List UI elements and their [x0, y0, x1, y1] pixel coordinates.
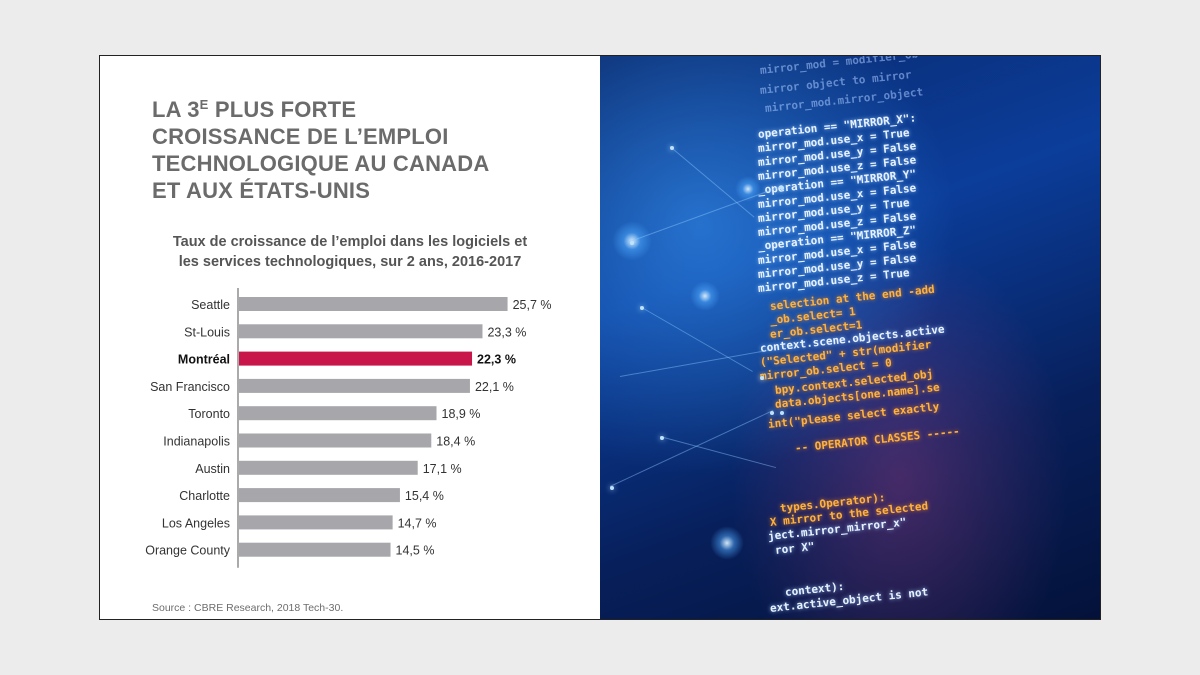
network-node: [770, 411, 774, 415]
data-label: 15,4 %: [405, 489, 444, 503]
bar: [239, 378, 470, 393]
bar: [239, 460, 418, 475]
network-node: [780, 186, 784, 190]
category-label: Indianapolis: [163, 435, 230, 449]
category-label: Seattle: [191, 298, 230, 312]
slide: LA 3E PLUS FORTE CROISSANCE DE L’EMPLOI …: [99, 55, 1101, 620]
network-node: [670, 146, 674, 150]
code-line: -- OPERATOR CLASSES -----: [794, 424, 961, 455]
category-label: Orange County: [145, 544, 231, 558]
category-label: Austin: [195, 462, 230, 476]
network-node: [610, 486, 614, 490]
bar: [239, 324, 483, 339]
network-node: [660, 436, 664, 440]
network-node: [760, 376, 764, 380]
bar: [239, 542, 391, 557]
code-background-image: mirror_mod = modifier_ob mirror object to…: [600, 56, 1100, 619]
data-label: 18,4 %: [436, 435, 475, 449]
data-label: 23,3 %: [487, 325, 526, 339]
bar: [239, 433, 432, 448]
network-node: [630, 241, 634, 245]
bar: [239, 297, 508, 311]
network-line: [659, 436, 777, 469]
source-note: Source : CBRE Research, 2018 Tech-30.: [152, 602, 344, 614]
data-label: 22,3 %: [477, 353, 516, 367]
category-label: Montréal: [178, 353, 230, 367]
category-label: Charlotte: [179, 489, 230, 503]
chart-title: Taux de croissance de l’emploi dans les …: [172, 234, 528, 270]
network-node: [640, 306, 644, 310]
category-label: San Francisco: [150, 380, 230, 394]
light-flare: [735, 176, 761, 202]
light-flare: [690, 281, 720, 311]
code-line: ror X": [774, 539, 816, 557]
bar-chart: Seattle 25,7 % St-Louis 23,3 % Montréal 22,3 …: [145, 288, 552, 568]
headline-line-1: LA 3E PLUS FORTE: [152, 97, 357, 122]
category-label: St-Louis: [184, 325, 230, 339]
bar: [239, 488, 400, 503]
category-label: Toronto: [188, 407, 230, 421]
chart-panel: LA 3E PLUS FORTE CROISSANCE DE L’EMPLOI …: [100, 56, 600, 619]
network-line: [609, 409, 774, 487]
headline-line-4: ET AUX ÉTATS-UNIS: [152, 178, 371, 203]
data-label: 25,7 %: [513, 298, 552, 312]
headline-line-3: TECHNOLOGIQUE AU CANADA: [152, 151, 490, 176]
data-label: 18,9 %: [442, 407, 481, 421]
headline-line-2: CROISSANCE DE L’EMPLOI: [152, 124, 449, 149]
data-label: 22,1 %: [475, 380, 514, 394]
bar: [239, 406, 437, 421]
category-label: Los Angeles: [162, 516, 230, 530]
data-label: 14,5 %: [396, 544, 435, 558]
data-label: 17,1 %: [423, 462, 462, 476]
page-title: LA 3E PLUS FORTE CROISSANCE DE L’EMPLOI …: [152, 91, 582, 204]
bar: [239, 515, 393, 530]
network-line: [619, 349, 768, 377]
data-label: 14,7 %: [398, 516, 437, 530]
network-node: [780, 411, 784, 415]
bar: [239, 351, 473, 366]
light-flare: [710, 526, 744, 560]
